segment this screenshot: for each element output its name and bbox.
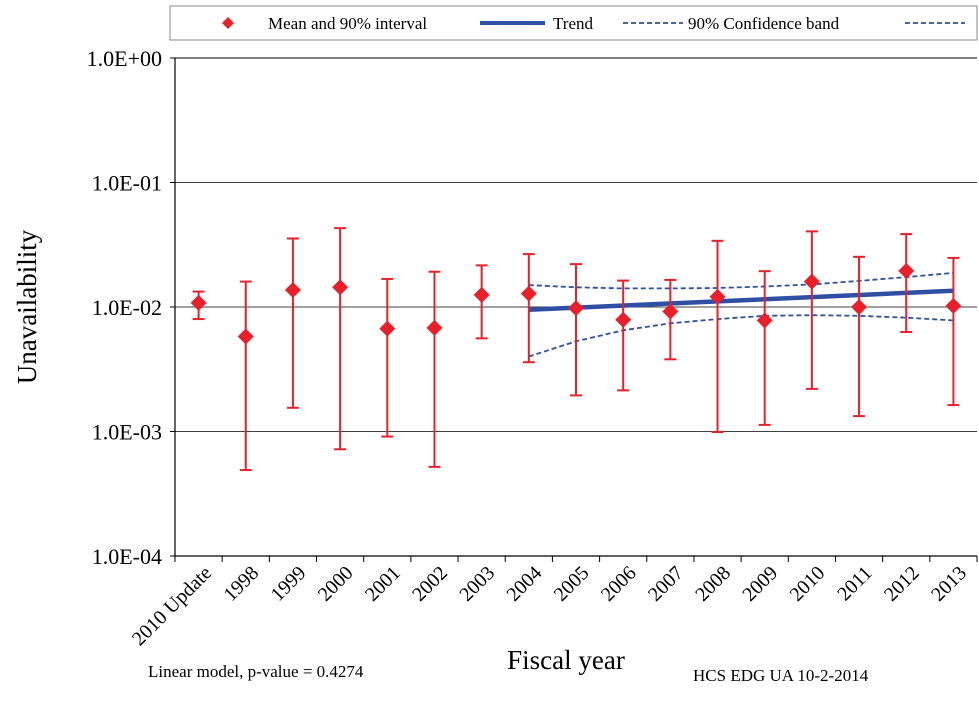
mean-marker — [709, 288, 726, 305]
x-tick-label: 2012 — [880, 562, 924, 606]
mean-marker — [615, 311, 632, 328]
x-tick-label: 2000 — [314, 562, 358, 606]
legend-marker-mean — [222, 17, 234, 29]
mean-marker — [851, 299, 868, 315]
mean-marker — [568, 300, 584, 317]
axes: 1.0E+00 1.0E-01 1.0E-02 1.0E-03 1.0E-042010 … — [87, 46, 978, 650]
x-tick-label: 2010 — [786, 562, 830, 606]
y-tick-label: 1.0E-02 — [92, 295, 162, 320]
x-tick-label: 2004 — [503, 562, 547, 606]
y-tick-label: 1.0E-01 — [92, 171, 162, 196]
y-axis-title: Unavailability — [12, 229, 42, 384]
legend-box — [169, 5, 978, 41]
mean-marker — [426, 319, 443, 336]
x-tick-label: 2007 — [644, 562, 688, 606]
mean-marker — [520, 285, 537, 302]
x-tick-label: 2009 — [738, 562, 782, 606]
y-tick-label: 1.0E-03 — [92, 420, 162, 445]
legend: Mean and 90% interval Trend 90% Confiden… — [169, 5, 978, 41]
mean-marker — [332, 279, 349, 296]
mean-marker — [190, 294, 207, 311]
data-points — [190, 227, 962, 472]
x-tick-label: 2001 — [361, 562, 405, 606]
legend-label-trend: Trend — [553, 14, 593, 33]
confidence-band-lower — [528, 314, 954, 358]
x-tick-label: 2003 — [455, 562, 499, 606]
x-tick-label: 2006 — [597, 562, 641, 606]
legend-label-mean: Mean and 90% interval — [268, 14, 427, 33]
x-tick-label: 2008 — [691, 562, 735, 606]
y-tick-label: 1.0E-04 — [92, 544, 162, 569]
mean-marker — [945, 297, 962, 314]
legend-label-band: 90% Confidence band — [688, 14, 840, 33]
y-tick-label: 1.0E+00 — [87, 46, 162, 71]
x-tick-label: 2011 — [833, 562, 876, 605]
mean-marker — [473, 286, 490, 303]
mean-marker — [803, 273, 820, 290]
confidence-band-upper — [528, 272, 954, 290]
x-tick-label: 2013 — [927, 562, 971, 606]
mean-marker — [662, 303, 679, 320]
mean-marker — [284, 281, 301, 298]
x-tick-label: 2005 — [550, 562, 594, 606]
trend-line-path — [528, 288, 954, 313]
mean-marker — [237, 328, 254, 345]
x-axis-title: Fiscal year — [507, 645, 625, 675]
mean-marker — [379, 320, 396, 337]
trend-line — [528, 288, 954, 313]
x-tick-label: 2010 Update — [128, 562, 216, 650]
id-note: HCS EDG UA 10-2-2014 — [693, 666, 869, 685]
model-note: Linear model, p-value = 0.4274 — [148, 662, 364, 681]
confidence-band — [528, 272, 954, 358]
x-tick-label: 1999 — [267, 562, 311, 606]
mean-marker — [898, 262, 915, 279]
x-tick-label: 1998 — [219, 562, 263, 606]
mean-marker — [756, 312, 773, 329]
x-tick-label: 2002 — [408, 562, 452, 606]
